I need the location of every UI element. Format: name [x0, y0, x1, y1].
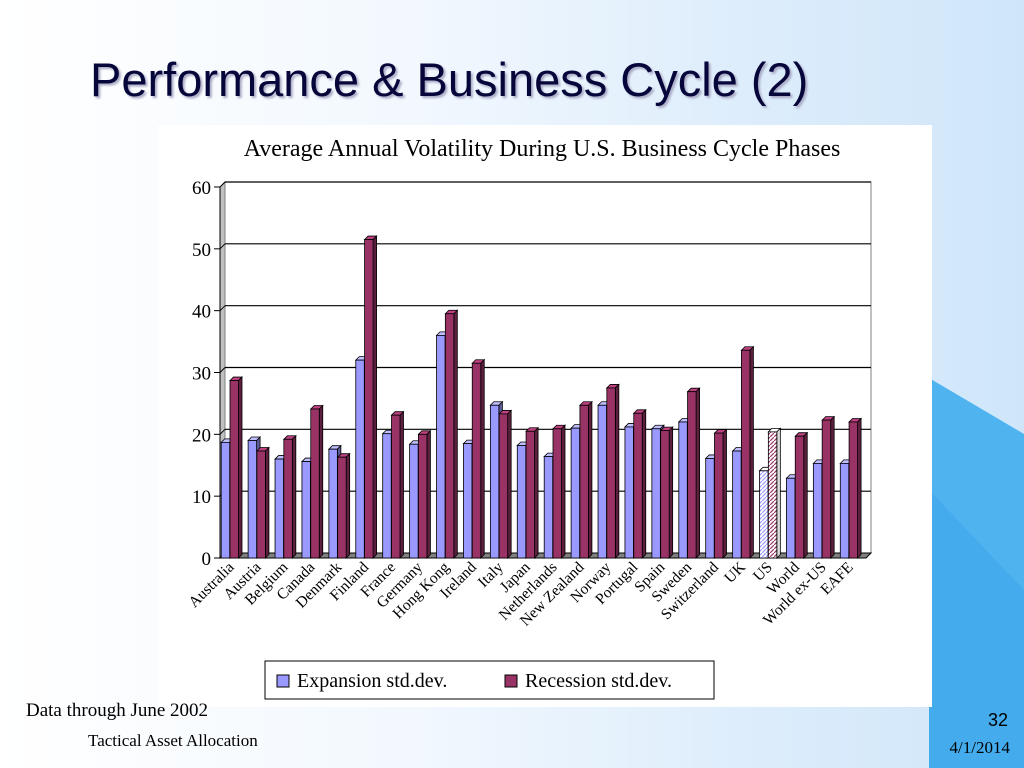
bar-recession-world-ex-us: [821, 415, 836, 559]
chart-title: Average Annual Volatility During U.S. Bu…: [244, 136, 841, 162]
legend-label-recession: Recession std.dev.: [525, 670, 672, 692]
bar-recession-world: [794, 431, 809, 559]
footer-date: 4/1/2014: [949, 738, 1010, 757]
bar-recession-netherlands: [552, 424, 566, 559]
bar-recession-italy: [498, 409, 513, 559]
bar-recession-eafe: [848, 417, 863, 559]
x-tick-label: UK: [721, 558, 749, 586]
y-tick-label: 60: [192, 178, 211, 199]
legend-box: [264, 660, 715, 700]
bar-recession-hong-kong: [444, 309, 459, 559]
bar-recession-portugal: [632, 408, 647, 559]
bar-recession-canada: [309, 404, 324, 559]
y-tick-label: 40: [192, 302, 211, 323]
bar-recession-norway: [605, 383, 620, 559]
decorative-blue-stripe: [929, 378, 1024, 768]
y-tick-label: 30: [192, 364, 211, 385]
bar-recession-ireland: [471, 358, 486, 559]
gridline-side: [219, 367, 226, 373]
gridline-side: [219, 181, 226, 188]
volatility-bar-chart: Average Annual Volatility During U.S. Bu…: [185, 136, 873, 700]
bar-recession-uk: [740, 345, 755, 559]
chart-panel: Average Annual Volatility During U.S. Bu…: [158, 125, 932, 707]
bar-recession-sweden: [686, 387, 701, 559]
slide-title: Performance & Business Cycle (2): [90, 53, 809, 106]
x-axis-labels: AustraliaAustriaBelgiumCanadaDenmarkFinl…: [185, 558, 856, 629]
bar-recession-us: [767, 427, 782, 559]
bar-recession-spain: [659, 426, 674, 559]
gridline-side: [219, 305, 226, 312]
bar-recession-belgium: [282, 434, 297, 559]
gridline-side: [219, 428, 226, 435]
y-tick-label: 50: [192, 240, 211, 261]
bar-recession-new-zealand: [578, 400, 593, 559]
data-note: Data through June 2002: [26, 700, 209, 721]
bar-recession-austria: [255, 446, 270, 559]
bar-recession-denmark: [336, 452, 351, 559]
footer-course-title: Tactical Asset Allocation: [88, 731, 258, 750]
gridline-side: [219, 243, 226, 250]
legend-swatch-expansion: [276, 674, 290, 688]
bar-recession-japan: [525, 426, 540, 559]
bar-recession-finland: [363, 235, 378, 559]
y-tick-label: 20: [192, 425, 211, 446]
bar-recession-australia: [229, 376, 243, 559]
bar-recession-france: [390, 410, 405, 559]
legend-label-expansion: Expansion std.dev.: [297, 670, 447, 692]
bars: [220, 235, 863, 559]
legend: Expansion std.dev. Recession std.dev.: [264, 660, 715, 700]
bar-recession-switzerland: [713, 428, 728, 559]
legend-swatch-recession: [504, 674, 518, 688]
bar-recession-germany: [417, 429, 432, 559]
y-tick-label: 0: [202, 549, 212, 570]
y-tick-label: 10: [192, 487, 211, 508]
page-number: 32: [987, 710, 1008, 730]
